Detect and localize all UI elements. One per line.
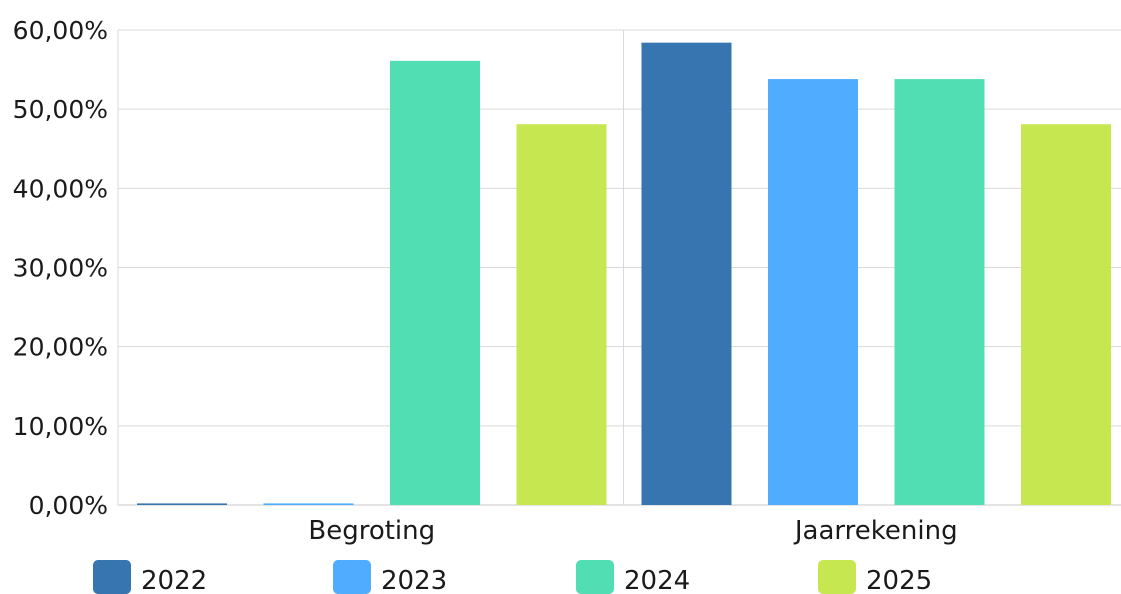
y-tick-label: 60,00%	[13, 16, 108, 45]
category-labels: Begroting Jaarrekening	[308, 516, 957, 546]
bar-begroting-2022[interactable]	[137, 503, 227, 505]
legend-swatch	[93, 560, 131, 594]
y-tick-label: 20,00%	[13, 333, 108, 362]
legend-label: 2024	[624, 566, 690, 594]
legend-swatch	[333, 560, 371, 594]
legend-item-2022[interactable]: 2022	[93, 560, 207, 594]
category-label: Begroting	[308, 516, 435, 546]
legend-label: 2022	[141, 566, 207, 594]
legend-swatch	[576, 560, 614, 594]
legend-item-2023[interactable]: 2023	[333, 560, 447, 594]
y-tick-label: 50,00%	[13, 95, 108, 124]
bars	[137, 42, 1111, 506]
bar-jaarrekening-2024[interactable]	[894, 79, 985, 505]
legend-swatch	[818, 560, 856, 594]
bar-begroting-2025[interactable]	[516, 124, 607, 505]
y-axis-ticks: 0,00% 10,00% 20,00% 30,00% 40,00% 50,00% 60,00…	[13, 16, 108, 520]
legend-label: 2025	[866, 566, 932, 594]
legend-item-2025[interactable]: 2025	[818, 560, 932, 594]
bar-begroting-2024[interactable]	[390, 60, 480, 505]
bar-jaarrekening-2025[interactable]	[1021, 124, 1111, 505]
legend-item-2024[interactable]: 2024	[576, 560, 690, 594]
y-tick-label: 10,00%	[13, 412, 108, 441]
y-tick-label: 0,00%	[29, 491, 108, 520]
y-tick-label: 30,00%	[13, 254, 108, 283]
gridlines	[117, 29, 1121, 506]
bar-jaarrekening-2023[interactable]	[768, 79, 858, 505]
legend[interactable]: 2022 2023 2024 2025	[93, 560, 932, 594]
bar-begroting-2023[interactable]	[263, 503, 354, 505]
category-label: Jaarrekening	[793, 516, 958, 546]
legend-label: 2023	[381, 566, 447, 594]
y-tick-label: 40,00%	[13, 174, 108, 203]
bar-jaarrekening-2022[interactable]	[641, 42, 732, 506]
